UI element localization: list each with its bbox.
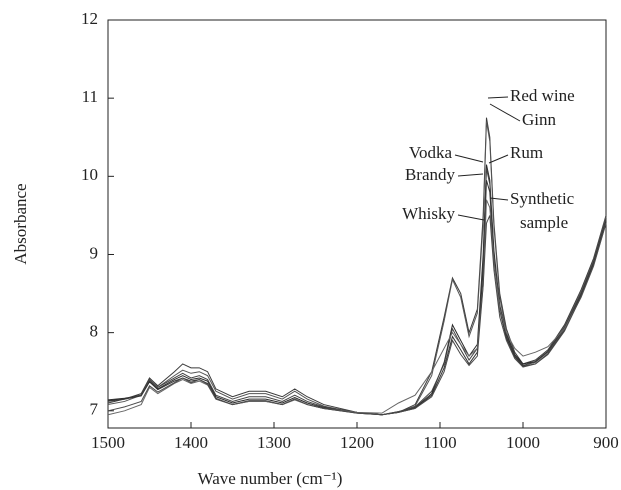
annotation-leader (489, 103, 521, 122)
annotation-label: Red wine (510, 86, 575, 105)
spectrum-line (107, 121, 607, 416)
annotation-label: Rum (510, 143, 543, 162)
annotation-label: Vodka (409, 143, 453, 162)
x-tick-label: 1000 (506, 433, 540, 452)
x-tick-label: 1200 (340, 433, 374, 452)
x-tick-label: 1500 (91, 433, 125, 452)
x-axis-label: Wave number (cm⁻¹) (198, 469, 343, 488)
y-tick-label: 10 (81, 165, 98, 184)
x-tick-label: 1400 (174, 433, 208, 452)
annotation-leader (454, 154, 484, 163)
x-tick-label: 1100 (423, 433, 456, 452)
spectrum-line (107, 215, 607, 416)
annotation-leader (457, 214, 485, 221)
spectrum-line (107, 199, 607, 416)
annotation-leader (488, 154, 509, 164)
annotation-label: Ginn (522, 110, 557, 129)
y-tick-label: 12 (81, 9, 98, 28)
y-tick-label: 9 (90, 243, 99, 262)
y-tick-label: 8 (90, 322, 99, 341)
spectrum-line (107, 168, 607, 416)
annotation-label: sample (520, 213, 568, 232)
y-tick-label: 11 (82, 87, 98, 106)
annotation-label: Whisky (402, 204, 455, 223)
annotation-leader (457, 173, 484, 177)
y-axis-label: Absorbance (11, 183, 30, 264)
annotation-label: Synthetic (510, 189, 575, 208)
x-tick-label: 1300 (257, 433, 291, 452)
spectrum-line (107, 117, 607, 416)
annotation-leader (489, 197, 509, 201)
annotation-label: Brandy (405, 165, 456, 184)
x-tick-label: 900 (593, 433, 619, 452)
annotation-leader (487, 96, 509, 99)
y-tick-label: 7 (90, 400, 99, 419)
